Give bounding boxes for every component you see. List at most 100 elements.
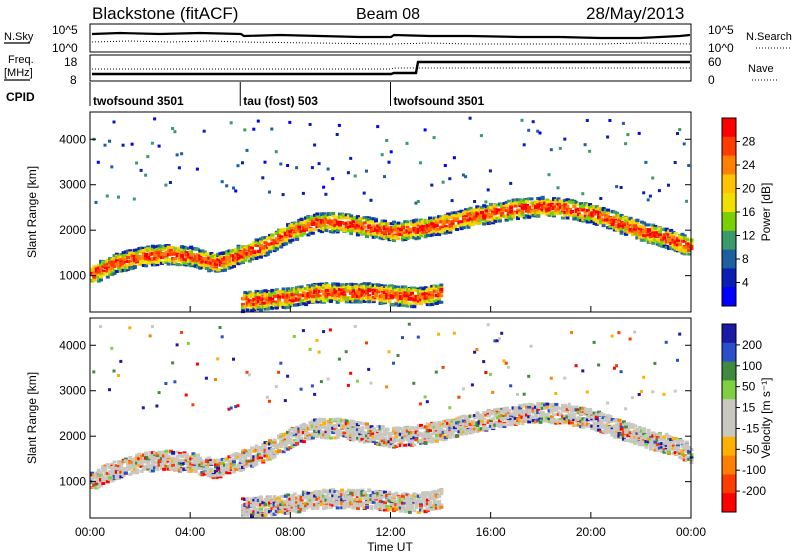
- heatmap-cell: [349, 285, 354, 289]
- heatmap-cell: [130, 458, 135, 462]
- heatmap-cell: [383, 301, 387, 305]
- heatmap-cell: [315, 506, 320, 510]
- heatmap-cell: [121, 263, 126, 267]
- heatmap-cell: [299, 502, 304, 506]
- heatmap-cell: [337, 421, 342, 425]
- colorbar-tick-label: 12: [742, 229, 756, 243]
- heatmap-cell: [252, 449, 257, 453]
- heatmap-cell: [405, 298, 410, 302]
- heatmap-cell: [211, 262, 216, 266]
- heatmap-cell: [108, 388, 111, 392]
- heatmap-cell: [369, 288, 374, 292]
- heatmap-cell: [270, 242, 275, 246]
- heatmap-cell: [121, 257, 126, 260]
- heatmap-cell: [162, 454, 167, 458]
- heatmap-cell: [353, 292, 358, 296]
- heatmap-cell: [112, 369, 116, 373]
- heatmap-cell: [232, 186, 235, 190]
- heatmap-cell: [322, 223, 327, 227]
- heatmap-cell: [371, 219, 376, 223]
- heatmap-cell: [261, 292, 266, 296]
- heatmap-cell: [277, 244, 282, 248]
- heatmap-cell: [290, 432, 295, 436]
- heatmap-cell: [265, 296, 270, 300]
- heatmap-cell: [646, 198, 650, 202]
- heatmap-cell: [207, 261, 212, 264]
- heatmap-cell: [430, 233, 435, 237]
- heatmap-cell: [241, 465, 245, 469]
- heatmap-cell: [177, 461, 182, 465]
- heatmap-cell: [301, 287, 306, 291]
- heatmap-cell: [254, 514, 259, 518]
- heatmap-cell: [281, 228, 286, 232]
- heatmap-cell: [297, 437, 302, 441]
- heatmap-cell: [283, 438, 288, 442]
- heatmap-cell: [563, 205, 568, 209]
- heatmap-cell: [410, 288, 414, 292]
- heatmap-cell: [324, 435, 329, 439]
- heatmap-cell: [114, 262, 119, 266]
- heatmap-cell: [349, 226, 354, 230]
- heatmap-cell: [209, 268, 214, 272]
- heatmap-cell: [94, 476, 99, 480]
- heatmap-cell: [601, 219, 606, 223]
- heatmap-cell: [389, 222, 394, 226]
- heatmap-cell: [466, 213, 471, 217]
- sky-panel: N.Sky 10^5 10^0 10^5 10^0 N.Search: [4, 23, 792, 55]
- heatmap-cell: [403, 229, 408, 232]
- heatmap-cell: [405, 291, 410, 295]
- heatmap-cell: [155, 248, 160, 252]
- heatmap-cell: [299, 302, 304, 306]
- heatmap-cell: [563, 203, 568, 207]
- heatmap-cell: [416, 229, 421, 233]
- heatmap-cell: [304, 227, 309, 231]
- heatmap-cell: [642, 191, 646, 195]
- heatmap-cell: [324, 504, 329, 508]
- heatmap-cell: [283, 295, 288, 299]
- heatmap-cell: [324, 226, 329, 230]
- heatmap-cell: [346, 424, 351, 428]
- heatmap-cell: [150, 457, 155, 461]
- heatmap-cell: [592, 218, 597, 222]
- heatmap-cell: [558, 205, 563, 209]
- heatmap-cell: [306, 288, 311, 292]
- heatmap-cell: [126, 462, 131, 466]
- heatmap-cell: [157, 244, 162, 248]
- heatmap-cell: [164, 251, 169, 255]
- heatmap-cell: [313, 143, 317, 147]
- heatmap-cell: [342, 289, 347, 293]
- heatmap-cell: [297, 225, 302, 229]
- heatmap-cell: [308, 298, 313, 302]
- heatmap-cell: [132, 251, 137, 255]
- heatmap-cell: [328, 222, 333, 226]
- heatmap-cell: [265, 510, 270, 514]
- heatmap-cell: [322, 292, 327, 296]
- heatmap-cell: [322, 228, 327, 232]
- heatmap-cell: [567, 210, 572, 214]
- heatmap-cell: [236, 452, 241, 456]
- heatmap-cell: [624, 226, 629, 230]
- heatmap-cell: [126, 467, 131, 471]
- heatmap-cell: [349, 371, 353, 375]
- heatmap-cell: [396, 303, 401, 307]
- heatmap-cell: [279, 495, 284, 499]
- heatmap-cell: [286, 438, 291, 442]
- heatmap-cell: [250, 446, 254, 450]
- heatmap-cell: [103, 464, 108, 468]
- heatmap-cell: [608, 119, 612, 122]
- heatmap-cell: [534, 214, 538, 218]
- heatmap-cell: [340, 502, 345, 506]
- heatmap-cell: [630, 219, 635, 223]
- heatmap-cell: [313, 284, 318, 287]
- heatmap-cell: [588, 211, 593, 215]
- heatmap-cell: [268, 233, 272, 237]
- heatmap-cell: [96, 476, 101, 480]
- heatmap-cell: [286, 499, 291, 503]
- heatmap-cell: [92, 370, 96, 374]
- heatmap-cell: [232, 258, 236, 262]
- heatmap-cell: [299, 427, 304, 431]
- heatmap-cell: [667, 235, 671, 239]
- heatmap-cell: [342, 431, 347, 435]
- heatmap-cell: [317, 490, 322, 494]
- heatmap-cell: [225, 457, 230, 461]
